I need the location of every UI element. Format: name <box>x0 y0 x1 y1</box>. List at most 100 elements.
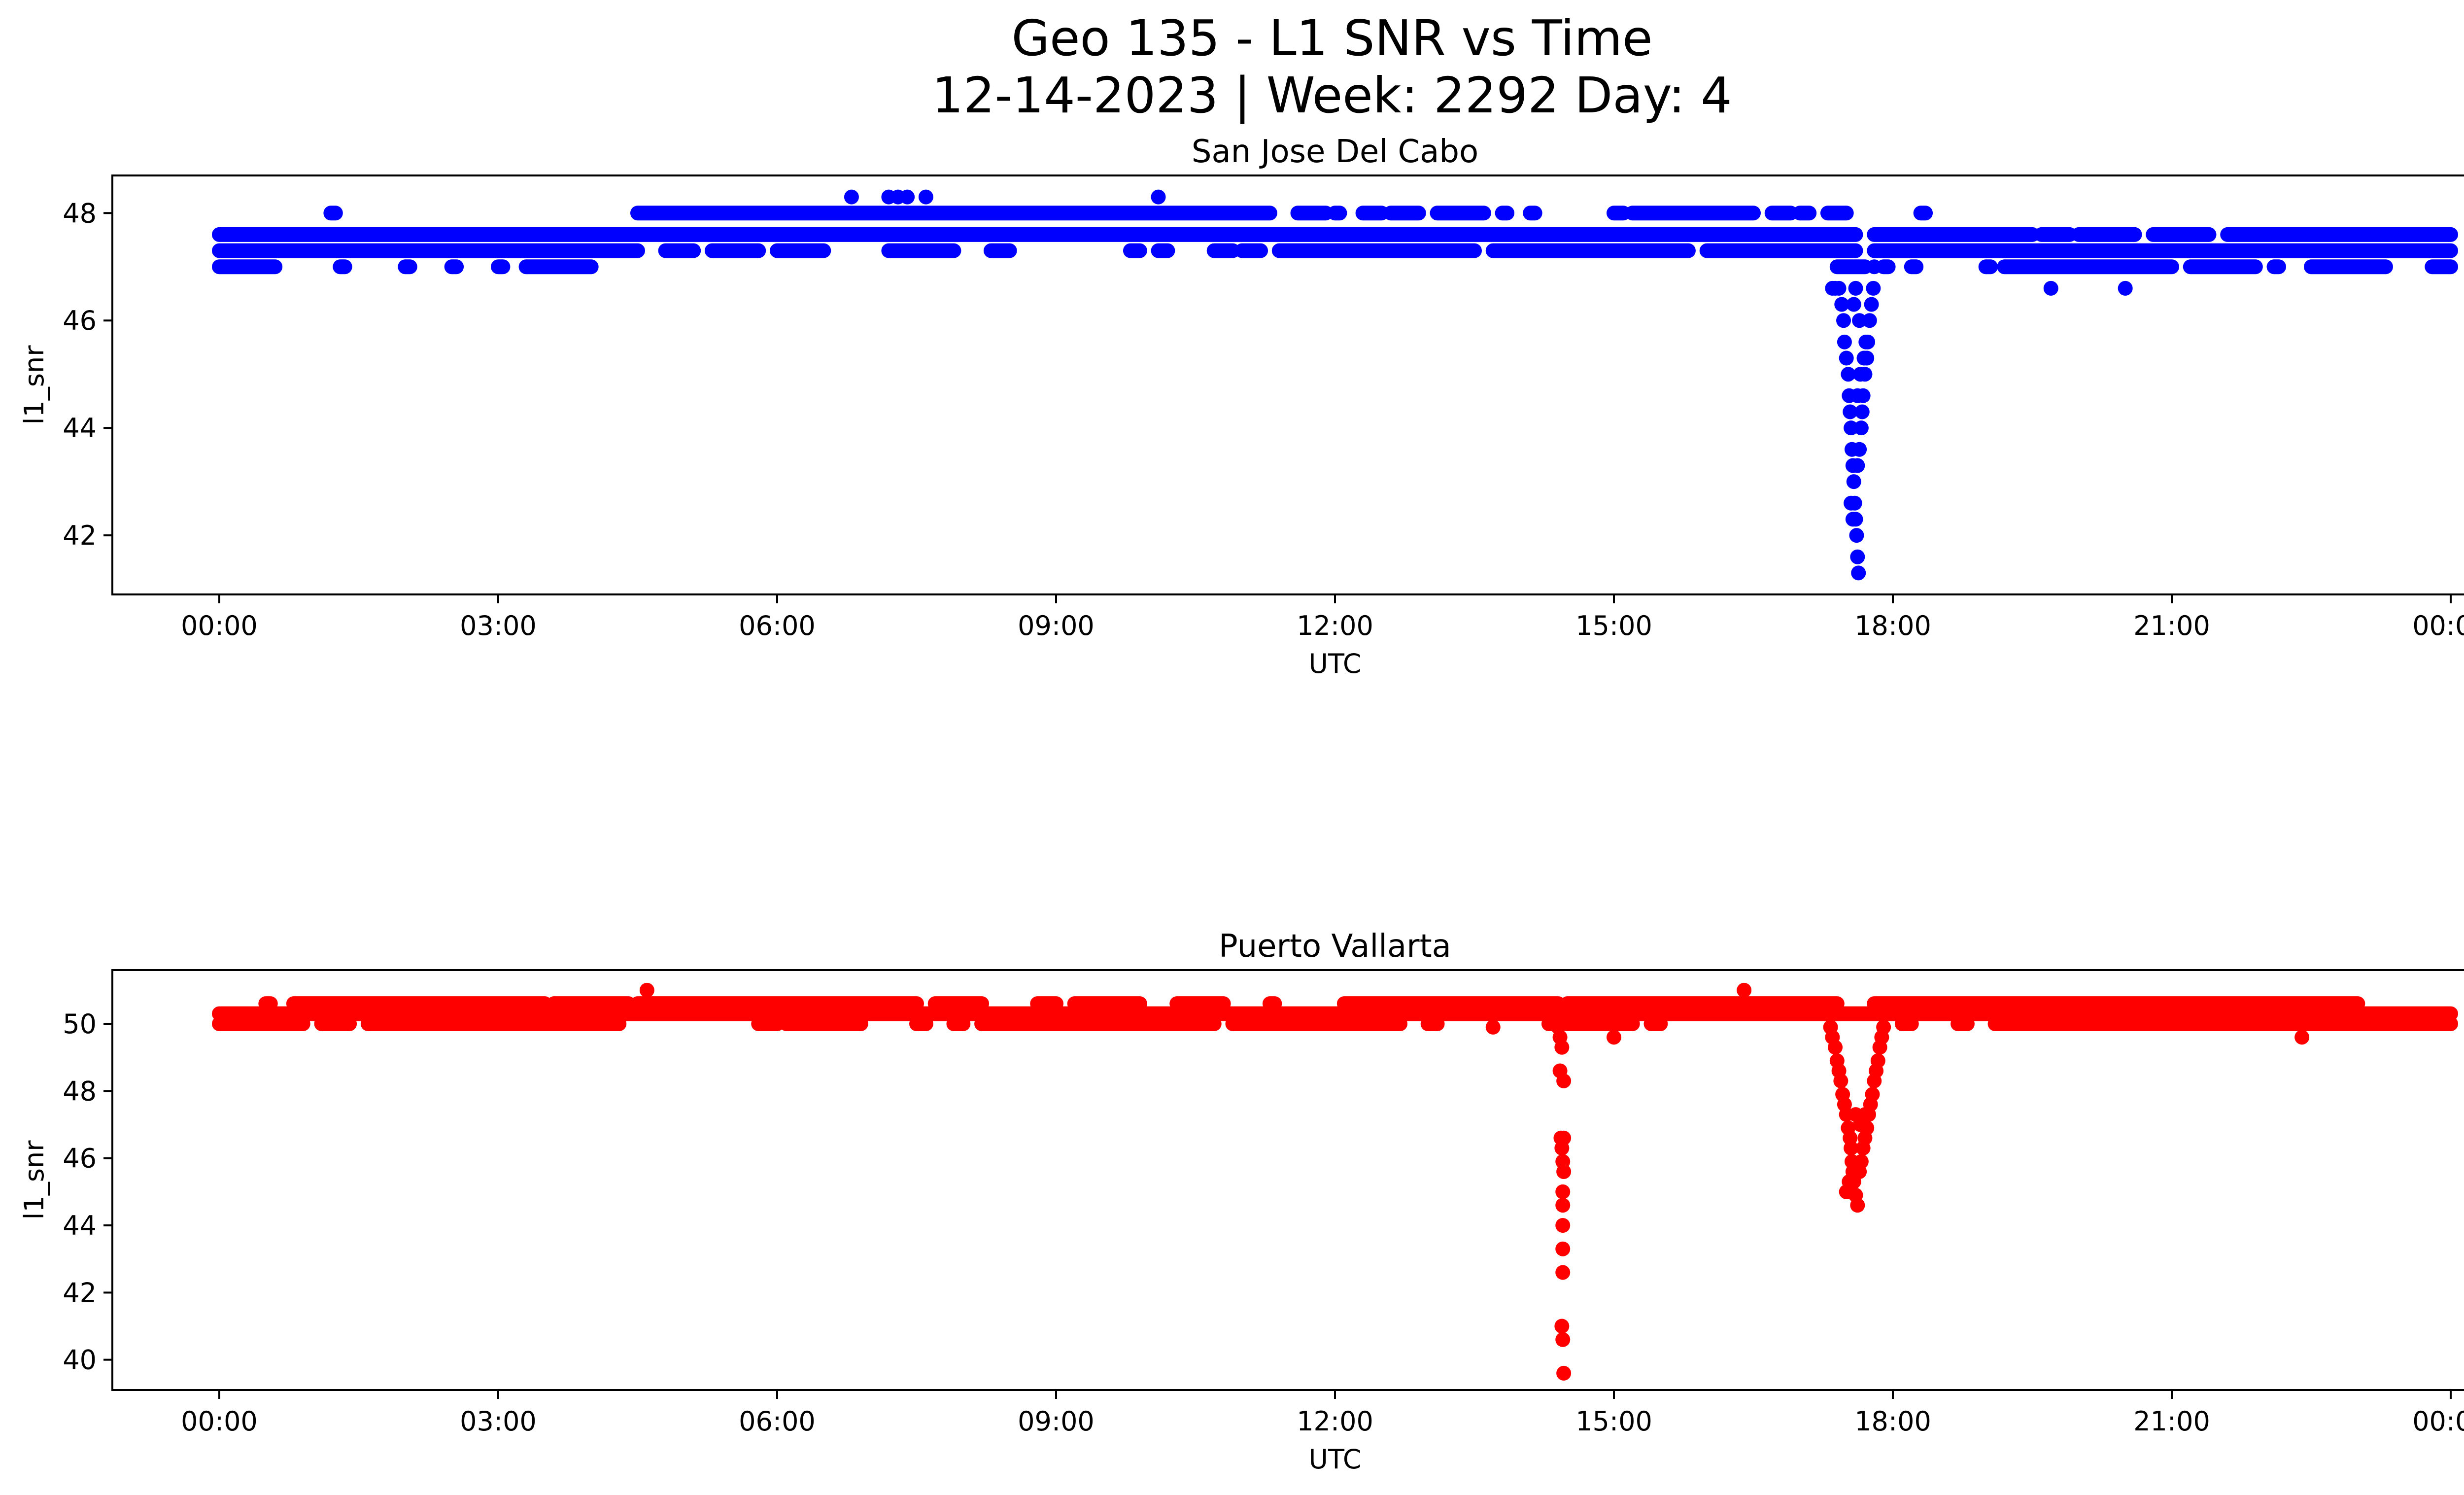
data-point <box>1851 565 1866 581</box>
data-point <box>639 982 654 998</box>
data-point <box>1828 1040 1843 1055</box>
data-point <box>1866 280 1881 296</box>
data-point <box>1555 1184 1571 1199</box>
data-point <box>1555 1241 1571 1256</box>
data-point <box>1485 1019 1501 1035</box>
data-point <box>1555 1265 1571 1280</box>
data-point <box>1852 442 1867 457</box>
x-tick-label: 15:00 <box>1575 610 1652 641</box>
y-tick-label: 50 <box>63 1008 97 1040</box>
x-tick-label: 21:00 <box>2133 1406 2210 1437</box>
data-point <box>1834 297 1849 312</box>
x-tick-label: 06:00 <box>739 610 816 641</box>
data-point <box>1876 1019 1891 1035</box>
data-point <box>1879 1006 1894 1021</box>
y-tick-label: 48 <box>63 198 97 229</box>
x-tick-label: 06:00 <box>739 1406 816 1437</box>
x-tick-label: 18:00 <box>1854 610 1931 641</box>
data-point <box>1846 474 1861 489</box>
data-point <box>1820 1006 1835 1021</box>
data-point <box>1843 404 1858 419</box>
y-axis-label: l1_snr <box>19 1140 50 1220</box>
data-point <box>1836 313 1851 328</box>
data-point <box>2294 1030 2310 1045</box>
data-series <box>211 189 2459 581</box>
x-tick-label: 00:00 <box>181 1406 258 1437</box>
x-tick-label: 12:00 <box>1297 1406 1373 1437</box>
data-point <box>1844 420 1859 436</box>
data-point <box>1850 1198 1865 1213</box>
data-point <box>2118 280 2133 296</box>
x-tick-label: 09:00 <box>1018 1406 1095 1437</box>
y-tick-label: 40 <box>63 1345 97 1376</box>
y-tick-label: 44 <box>63 413 97 444</box>
data-point <box>1850 388 1865 403</box>
data-point <box>1554 1040 1570 1055</box>
data-point <box>1856 350 1872 366</box>
x-tick-label: 03:00 <box>460 1406 537 1437</box>
data-point <box>1862 313 1877 328</box>
plot-puerto-vallarta: 00:00 03:00 06:00 09:00 12:00 15:00 18:00 21:00… <box>19 928 2464 1475</box>
data-point <box>1556 1073 1572 1088</box>
data-point <box>1850 549 1865 564</box>
data-point <box>1833 1073 1848 1088</box>
x-tick-label: 09:00 <box>1018 610 1095 641</box>
y-tick-label: 42 <box>63 1277 97 1308</box>
data-point <box>1858 334 1874 349</box>
y-tick-label: 44 <box>63 1210 97 1241</box>
x-tick-label: 12:00 <box>1297 610 1373 641</box>
data-point <box>1844 1141 1859 1156</box>
data-point <box>1854 404 1870 419</box>
data-point <box>1556 1164 1572 1179</box>
data-point <box>1842 1174 1857 1189</box>
data-point <box>1865 1087 1880 1102</box>
data-point <box>1151 189 1166 205</box>
data-point <box>1844 495 1859 511</box>
y-axis-label: l1_snr <box>19 345 50 425</box>
y-tick-label: 42 <box>63 520 97 551</box>
data-series <box>211 982 2459 1381</box>
y-tick-label: 46 <box>63 305 97 336</box>
data-point <box>918 189 933 205</box>
data-point <box>1849 528 1864 543</box>
data-point <box>1870 1053 1885 1069</box>
data-point <box>1555 1332 1571 1347</box>
y-tick-label: 46 <box>63 1143 97 1174</box>
data-point <box>1837 334 1852 349</box>
data-point <box>1848 280 1863 296</box>
data-point <box>1845 512 1860 527</box>
data-point <box>900 189 915 205</box>
x-tick-label: 03:00 <box>460 610 537 641</box>
data-point <box>1852 367 1868 382</box>
axes-title: San Jose Del Cabo <box>1192 134 1478 170</box>
plot-san-jose-del-cabo: 00:00 03:00 06:00 09:00 12:00 15:00 18:00 21:00… <box>19 134 2464 679</box>
x-tick-label: 15:00 <box>1575 1406 1652 1437</box>
x-tick-label: 18:00 <box>1854 1406 1931 1437</box>
data-point <box>1554 1141 1570 1156</box>
x-axis-label: UTC <box>1308 648 1361 679</box>
data-point <box>2043 280 2058 296</box>
figure-title-line1: Geo 135 - L1 SNR vs Time <box>1012 9 1653 67</box>
x-axis-label: UTC <box>1308 1444 1361 1475</box>
axes-title: Puerto Vallarta <box>1219 928 1451 965</box>
data-point <box>1867 259 1882 275</box>
data-point <box>1852 313 1867 328</box>
data-point <box>1853 1154 1869 1169</box>
figure-title-line2: 12-14-2023 | Week: 2292 Day: 4 <box>932 67 1732 124</box>
x-tick-label: 21:00 <box>2133 610 2210 641</box>
data-point <box>1853 420 1869 436</box>
data-point <box>1737 982 1752 998</box>
data-point <box>1831 280 1847 296</box>
data-point <box>1846 297 1861 312</box>
x-tick-label: 00:00 <box>2412 610 2464 641</box>
data-point <box>1864 297 1879 312</box>
x-tick-label: 00:00 <box>2412 1406 2464 1437</box>
data-point <box>1841 367 1856 382</box>
data-point <box>1556 1365 1572 1381</box>
data-point <box>1554 1319 1570 1334</box>
y-tick-label: 48 <box>63 1076 97 1107</box>
x-tick-label: 00:00 <box>181 610 258 641</box>
data-point <box>1857 1107 1873 1122</box>
